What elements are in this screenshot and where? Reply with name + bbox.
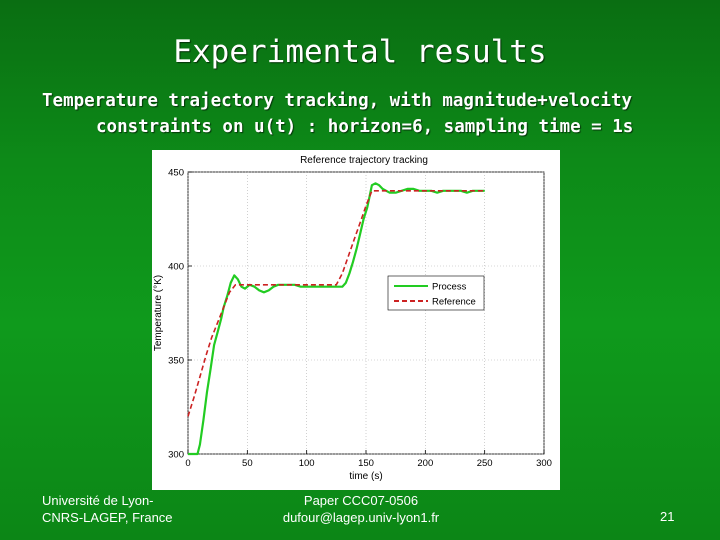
footer-institution: Université de Lyon- CNRS-LAGEP, France [42, 492, 173, 526]
legend-box [387, 275, 485, 311]
x-tick-label: 150 [358, 458, 374, 469]
x-tick-label: 250 [477, 458, 493, 469]
subtitle-line-1: Temperature trajectory tracking, with ma… [42, 91, 633, 111]
legend-label-process: Process [432, 282, 467, 293]
page-number: 21 [660, 509, 675, 524]
y-tick-label: 300 [168, 450, 184, 461]
x-tick-label: 200 [417, 458, 433, 469]
legend-label-reference: Reference [432, 297, 476, 308]
series-line-reference [187, 189, 485, 417]
x-tick-label: 100 [299, 458, 315, 469]
chart-panel: Reference trajectory tracking 0 50 100 150 2… [152, 150, 560, 490]
legend: Process Reference [387, 275, 485, 311]
institution-line-2: CNRS-LAGEP, France [42, 510, 173, 525]
y-tick-label: 400 [168, 262, 184, 273]
x-tick-label: 300 [536, 458, 552, 469]
tracking-chart: Reference trajectory tracking 0 50 100 150 2… [153, 155, 552, 482]
tick-layer: 0 50 100 150 200 250 300 300 350 400 450 [168, 168, 552, 470]
paper-id: Paper CCC07-0506 [303, 493, 419, 508]
chart-title: Reference trajectory tracking [300, 155, 428, 166]
series-layer [187, 182, 485, 456]
y-axis-label: Temperature (°K) [153, 275, 164, 351]
y-tick-label: 450 [168, 168, 184, 179]
slide-title: Experimental results [173, 34, 547, 70]
footer-paper: Paper CCC07-0506 dufour@lagep.univ-lyon1… [276, 492, 446, 526]
y-tick-label: 350 [168, 356, 184, 367]
slide-subtitle: Temperature trajectory tracking, with ma… [42, 88, 702, 140]
x-axis-label: time (s) [349, 471, 382, 482]
institution-line-1: Université de Lyon- [42, 493, 154, 508]
x-tick-label: 50 [242, 458, 253, 469]
subtitle-line-2: constraints on u(t) : horizon=6, samplin… [96, 117, 634, 137]
contact-email[interactable]: dufour@lagep.univ-lyon1.fr [282, 510, 440, 525]
x-tick-label: 0 [185, 458, 190, 469]
